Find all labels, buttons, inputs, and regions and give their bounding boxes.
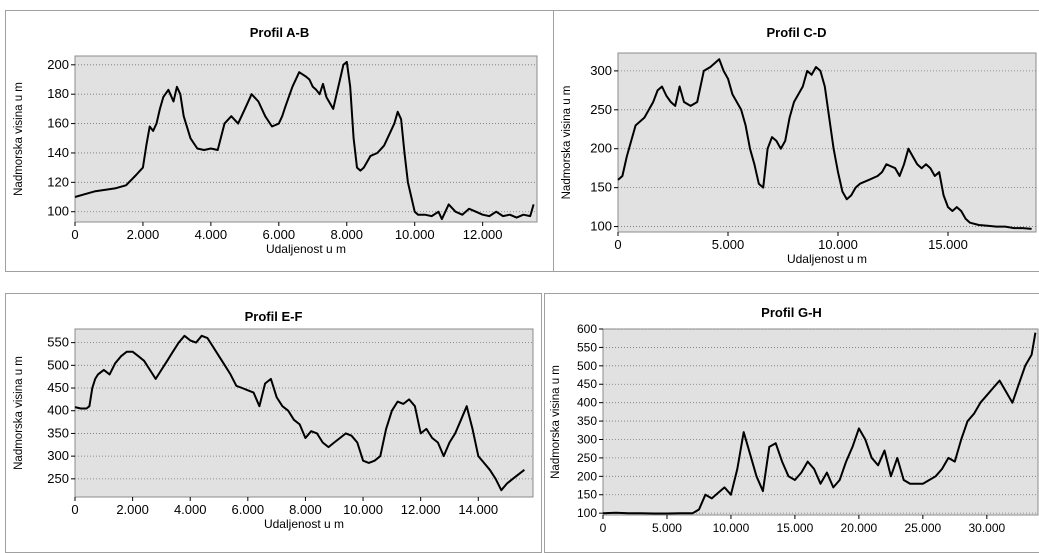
x-axis-label: Udaljenost u m [787,252,867,266]
series-line [74,60,535,221]
y-tick-label: 160 [47,116,69,131]
chart-panel-c-d: Profil C-D 100 150 200 250 300 0 5.000 10.000 15… [554,10,1039,272]
y-tick-label: 200 [577,469,597,483]
x-axis-label: Udaljenost u m [264,517,344,531]
x-tick-label: 6.000 [263,227,296,242]
x-tick-label: 14.000 [458,502,498,517]
x-tick-label: 6.000 [232,502,265,517]
y-tick-label: 120 [47,174,69,189]
chart-panel-a-b: Profil A-B 100 120 140 160 180 200 0 2.000 4.000… [5,10,554,272]
x-tick-label: 10.000 [713,521,750,535]
series-line [617,58,1032,230]
x-tick-label: 5.000 [652,521,682,535]
y-tick-label: 350 [577,414,597,428]
x-tick-label: 12.000 [401,502,441,517]
chart-title: Profil G-H [761,305,822,320]
y-tick-label: 400 [577,396,597,410]
y-axis-label: Nadmorska visina u m [13,356,25,470]
x-tick-label: 0 [600,521,607,535]
y-tick-label: 150 [590,180,612,195]
x-tick-label: 0 [71,227,78,242]
x-axis-label: Udaljenost u m [266,242,346,256]
chart-svg-e-f: 250 300 350 400 450 500 550 0 2.000 4.000 6.000 8.0… [13,328,534,531]
y-tick-label: 550 [47,335,69,350]
x-tick-label: 30.000 [968,521,1005,535]
x-tick-label: 10.000 [395,227,435,242]
plot-area [602,328,1039,516]
y-tick-label: 250 [590,102,612,117]
chart-panel-g-h: Profil G-H 100 150 200 250 300 350 400 450 500 55… [544,293,1039,553]
x-tick-label: 2.000 [127,227,160,242]
series-line [602,332,1037,515]
y-tick-label: 200 [590,141,612,156]
y-tick-label: 350 [47,425,69,440]
x-tick-label: 15.000 [928,237,968,252]
y-tick-label: 250 [577,451,597,465]
x-tick-label: 15.000 [777,521,814,535]
y-tick-label: 100 [590,219,612,234]
y-tick-label: 300 [577,432,597,446]
x-tick-label: 10.000 [343,502,383,517]
chart-title: Profil A-B [249,25,310,40]
y-tick-label: 600 [577,322,597,336]
y-tick-label: 450 [577,377,597,391]
plot-area [74,55,538,223]
chart-svg-c-d: 100 150 200 250 300 0 5.000 10.000 15.000 Udaljen… [561,52,1037,266]
x-tick-label: 10.000 [818,237,858,252]
y-axis-label: Nadmorska visina u m [550,365,562,479]
y-tick-label: 250 [47,471,69,486]
x-tick-label: 20.000 [841,521,878,535]
chart-title: Profil C-D [766,25,827,40]
y-tick-label: 450 [47,380,69,395]
y-tick-label: 500 [47,357,69,372]
y-tick-label: 100 [577,506,597,520]
x-tick-label: 5.000 [712,237,745,252]
x-tick-label: 4.000 [174,502,207,517]
x-tick-label: 4.000 [195,227,228,242]
y-tick-label: 200 [47,57,69,72]
chart-title: Profil E-F [244,309,303,324]
y-axis-label: Nadmorska visina u m [561,86,573,200]
series-line [74,334,526,492]
y-tick-label: 500 [577,359,597,373]
chart-svg-a-b: 100 120 140 160 180 200 0 2.000 4.000 6.000 8.000 1… [13,55,538,256]
x-tick-label: 2.000 [116,502,149,517]
x-tick-label: 0 [614,237,621,252]
plot-area [74,328,534,498]
y-axis-label: Nadmorska visina u m [13,82,25,196]
chart-panel-e-f: Profil E-F 250 300 350 400 450 500 550 0 2.000 4.… [5,293,542,553]
chart-svg-g-h: 100 150 200 250 300 350 400 450 500 550 600 0 5.000 1… [550,322,1039,535]
y-tick-label: 300 [47,448,69,463]
x-tick-label: 8.000 [289,502,322,517]
plot-area [617,52,1037,233]
y-tick-label: 180 [47,86,69,101]
y-tick-label: 140 [47,145,69,160]
x-tick-label: 0 [71,502,78,517]
x-tick-label: 25.000 [905,521,942,535]
y-tick-label: 300 [590,63,612,78]
x-tick-label: 12.000 [463,227,503,242]
y-tick-label: 150 [577,488,597,502]
y-tick-label: 100 [47,204,69,219]
y-tick-label: 400 [47,403,69,418]
x-tick-label: 8.000 [330,227,363,242]
y-tick-label: 550 [577,340,597,354]
